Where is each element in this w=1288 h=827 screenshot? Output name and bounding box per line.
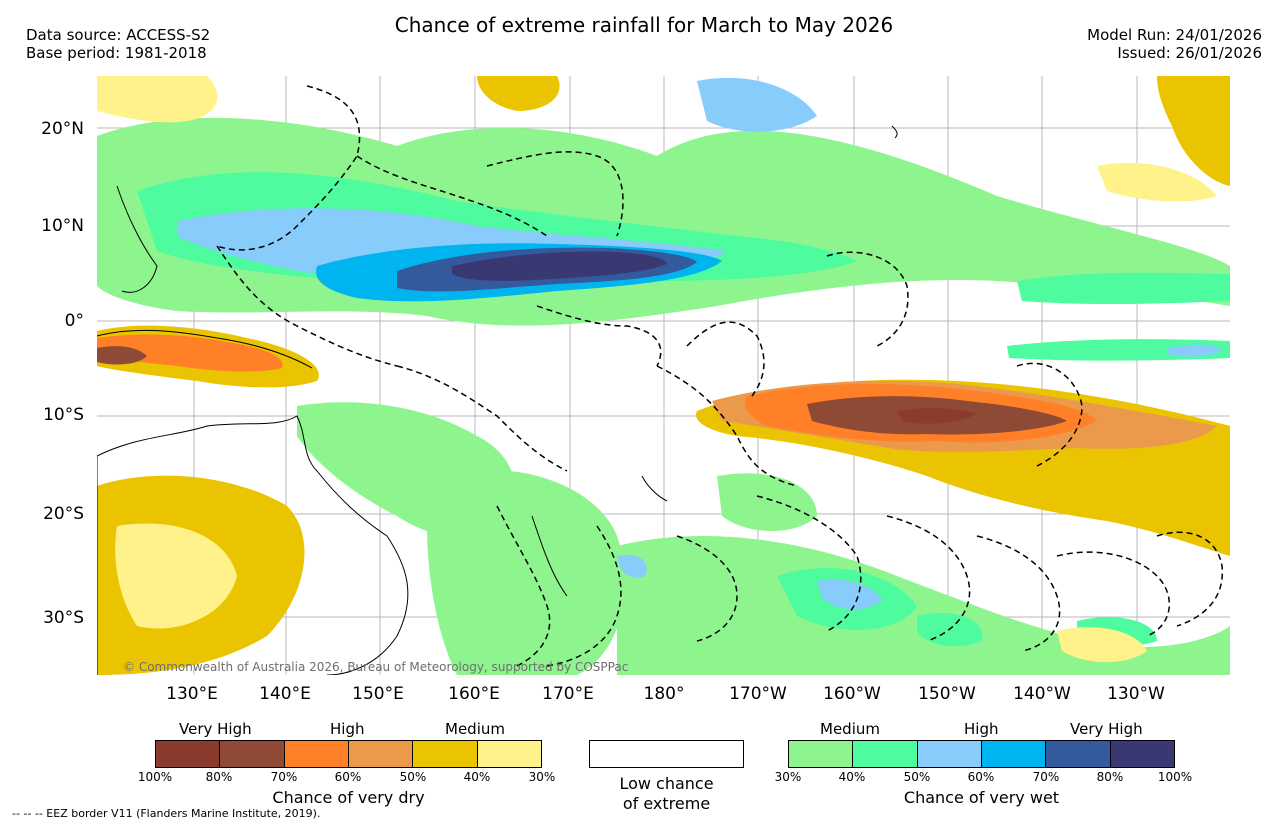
dry-swatch-1 [156, 741, 221, 767]
lon-label-160w: 160°W [823, 684, 881, 704]
lat-label-0: 0° [64, 311, 84, 331]
dry-anomaly-east-band [696, 379, 1230, 556]
low-chance-swatch [589, 740, 744, 768]
dry-tick: 30% [528, 770, 556, 784]
low-chance-line2: of extreme [622, 794, 711, 813]
dry-legend-title: Chance of very dry [272, 788, 425, 807]
dry-tick: 100% [137, 770, 173, 784]
dry-tick: 80% [205, 770, 233, 784]
lon-label-150w: 150°W [918, 684, 976, 704]
lat-label-10n: 10°N [41, 216, 84, 236]
wet-cat-high: High [964, 720, 999, 738]
wet-tick: 60% [967, 770, 995, 784]
issued-text: Issued: 26/01/2026 [1117, 44, 1262, 62]
dry-anomaly-west [97, 76, 1230, 675]
wet-colorbar [788, 740, 1175, 768]
dry-cat-very-high: Very High [179, 720, 252, 738]
wet-tick: 50% [903, 770, 931, 784]
wet-tick: 70% [1032, 770, 1060, 784]
wet-swatch-4 [981, 741, 1047, 767]
eez-borders [216, 85, 1224, 667]
lon-label-150e: 150°E [352, 684, 404, 704]
wet-legend-title: Chance of very wet [903, 788, 1060, 807]
dry-tick: 60% [334, 770, 362, 784]
low-chance-label: Low chance of extreme [589, 774, 744, 814]
base-period-text: Base period: 1981-2018 [26, 44, 207, 62]
dry-cat-high: High [330, 720, 365, 738]
dry-colorbar [155, 740, 542, 768]
lon-label-180: 180° [643, 684, 685, 704]
data-source-text: Data source: ACCESS-S2 [26, 26, 211, 44]
wet-tick: 80% [1096, 770, 1124, 784]
copyright-text: © Commonwealth of Australia 2026, Bureau… [123, 660, 628, 674]
lon-label-170w: 170°W [729, 684, 787, 704]
wet-tick: 40% [838, 770, 866, 784]
wet-anomaly-north-band [97, 77, 1230, 361]
data-info: Data source: ACCESS-S2 Base period: 1981… [26, 26, 210, 62]
dry-swatch-6 [477, 741, 541, 767]
lat-label-20n: 20°N [41, 119, 84, 139]
lat-label-10s: 10°S [43, 405, 84, 425]
lat-label-30s: 30°S [43, 608, 84, 628]
eez-footnote: -- -- -- EEZ border V11 (Flanders Marine… [12, 807, 321, 820]
lon-label-170e: 170°E [542, 684, 594, 704]
rainfall-map: © Commonwealth of Australia 2026, Bureau… [97, 76, 1230, 675]
low-chance-line1: Low chance [619, 774, 714, 793]
wet-swatch-2 [853, 741, 918, 767]
wet-tick: 30% [774, 770, 802, 784]
lon-label-130e: 130°E [166, 684, 218, 704]
dry-swatch-3 [284, 741, 349, 767]
dry-tick: 50% [399, 770, 427, 784]
run-info: Model Run: 24/01/2026 Issued: 26/01/2026 [1087, 26, 1262, 62]
wet-cat-very-high: Very High [1070, 720, 1143, 738]
wet-tick: 100% [1157, 770, 1193, 784]
dry-tick: 70% [270, 770, 298, 784]
lon-label-140w: 140°W [1013, 684, 1071, 704]
wet-cat-medium: Medium [820, 720, 880, 738]
lon-label-160e: 160°E [448, 684, 500, 704]
dry-tick: 40% [463, 770, 491, 784]
wet-swatch-5 [1046, 741, 1111, 767]
dry-cat-medium: Medium [445, 720, 505, 738]
coastlines [97, 125, 898, 675]
dry-swatch-4 [348, 741, 414, 767]
lon-label-140e: 140°E [259, 684, 311, 704]
wet-swatch-6 [1110, 741, 1174, 767]
lat-label-20s: 20°S [43, 504, 84, 524]
wet-swatch-3 [917, 741, 982, 767]
wet-swatch-1 [789, 741, 854, 767]
dry-swatch-5 [413, 741, 478, 767]
dry-swatch-2 [220, 741, 285, 767]
map-title: Chance of extreme rainfall for March to … [394, 13, 894, 37]
model-run-text: Model Run: 24/01/2026 [1087, 26, 1262, 44]
lon-label-130w: 130°W [1107, 684, 1165, 704]
